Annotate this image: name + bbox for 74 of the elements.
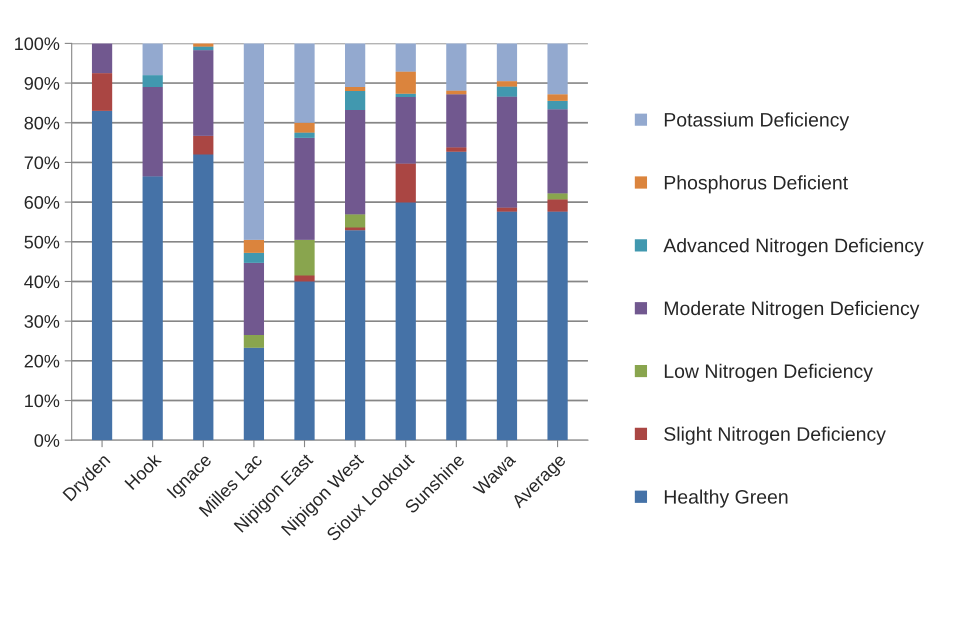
bar bbox=[92, 110, 112, 440]
bar bbox=[294, 122, 315, 133]
bar bbox=[396, 202, 416, 440]
bar bbox=[547, 94, 568, 101]
bar bbox=[396, 164, 416, 203]
bar bbox=[142, 75, 163, 88]
bar bbox=[396, 43, 416, 72]
bar bbox=[294, 240, 315, 276]
legend-label: Low Nitrogen Deficiency bbox=[664, 364, 873, 382]
bar bbox=[345, 91, 366, 110]
legend-label: Advanced Nitrogen Deficiency bbox=[663, 238, 924, 256]
y-tick-label: 40% bbox=[24, 275, 60, 288]
bar bbox=[496, 208, 518, 212]
bar bbox=[294, 276, 315, 282]
bar bbox=[345, 228, 366, 230]
bar bbox=[244, 335, 264, 348]
bar bbox=[92, 73, 112, 111]
bar bbox=[345, 43, 366, 88]
bar bbox=[396, 72, 416, 94]
bar bbox=[294, 281, 315, 440]
bar bbox=[142, 176, 163, 440]
bar bbox=[547, 199, 568, 212]
bar bbox=[193, 50, 214, 136]
bar bbox=[446, 43, 466, 91]
bar bbox=[345, 230, 366, 440]
bar bbox=[547, 43, 568, 94]
bar bbox=[396, 94, 416, 97]
bar bbox=[142, 43, 163, 76]
y-tick-label: 50% bbox=[24, 236, 60, 249]
bar bbox=[294, 43, 315, 123]
bar bbox=[244, 43, 264, 240]
bar bbox=[294, 138, 315, 240]
bar bbox=[345, 110, 366, 214]
bar bbox=[244, 262, 264, 336]
y-tick-label: 0% bbox=[34, 434, 60, 447]
legend-label: Potassium Deficiency bbox=[664, 112, 850, 131]
legend-label: Moderate Nitrogen Deficiency bbox=[664, 300, 920, 320]
y-tick-label: 70% bbox=[24, 156, 60, 170]
bar bbox=[496, 43, 518, 82]
bar bbox=[244, 240, 264, 253]
bar bbox=[193, 43, 214, 47]
bar bbox=[345, 87, 366, 92]
bar bbox=[547, 100, 568, 110]
y-tick-label: 90% bbox=[24, 77, 60, 90]
bar bbox=[294, 132, 315, 138]
legend-label: Phosphorus Deficient bbox=[664, 175, 848, 194]
bar bbox=[446, 94, 466, 148]
bar bbox=[193, 154, 214, 440]
bar bbox=[92, 43, 112, 74]
bar bbox=[193, 136, 214, 155]
bar bbox=[547, 109, 568, 194]
bar bbox=[496, 86, 518, 97]
bar bbox=[496, 96, 518, 208]
y-tick-label: 80% bbox=[24, 116, 60, 130]
y-tick-label: 20% bbox=[24, 354, 60, 368]
bar bbox=[396, 96, 416, 164]
legend-label: Slight Nitrogen Deficiency bbox=[664, 426, 886, 445]
y-tick-label: 60% bbox=[24, 196, 60, 209]
bar bbox=[244, 348, 264, 440]
bar bbox=[345, 214, 366, 228]
y-tick-label: 10% bbox=[25, 394, 60, 408]
bar bbox=[142, 87, 163, 176]
bar bbox=[547, 212, 568, 440]
bar bbox=[193, 46, 214, 50]
bar bbox=[446, 147, 466, 152]
legend-label: Healthy Green bbox=[664, 489, 788, 508]
bar bbox=[547, 193, 568, 200]
y-tick-label: 100% bbox=[15, 37, 60, 50]
y-tick-label: 30% bbox=[24, 315, 60, 328]
bar bbox=[244, 252, 264, 263]
bar bbox=[446, 152, 466, 440]
bar bbox=[496, 212, 518, 440]
bar bbox=[446, 90, 466, 94]
bar bbox=[496, 81, 518, 87]
